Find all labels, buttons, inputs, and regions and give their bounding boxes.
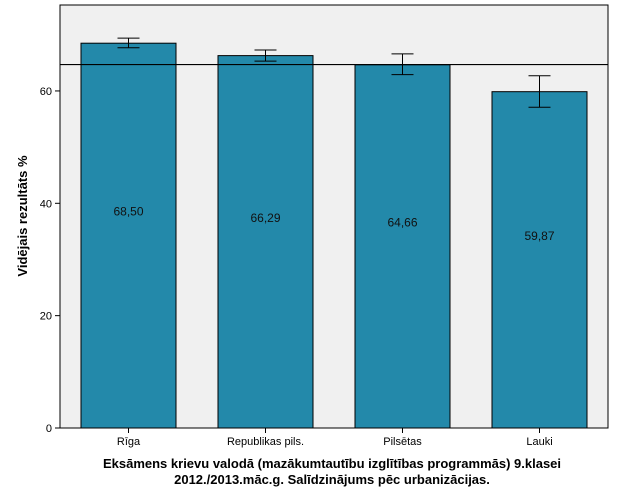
x-axis: Rīga Republikas pils. Pilsētas Lauki <box>117 428 553 448</box>
data-label-0: 68,50 <box>113 205 143 219</box>
y-tick-label-1: 20 <box>40 311 52 323</box>
y-tick-label-2: 40 <box>40 198 52 210</box>
data-labels-group: 68,50 66,29 64,66 59,87 <box>113 205 554 243</box>
y-axis: 0 20 40 60 <box>40 86 60 435</box>
bar-2 <box>354 64 451 429</box>
y-tick-label-0: 0 <box>46 423 52 435</box>
x-tick-label-0: Rīga <box>117 436 141 448</box>
bar-1 <box>217 55 314 429</box>
chart-title-line-1: Eksāmens krievu valodā (mazākumtautību i… <box>103 456 561 471</box>
x-tick-label-1: Republikas pils. <box>227 436 304 448</box>
bar-3 <box>491 91 588 429</box>
data-label-1: 66,29 <box>250 211 280 225</box>
y-tick-label-3: 60 <box>40 86 52 98</box>
error-bars-group <box>117 37 551 108</box>
x-tick-label-2: Pilsētas <box>383 436 422 448</box>
bar-0 <box>80 42 177 429</box>
x-tick-label-3: Lauki <box>526 436 552 448</box>
data-label-3: 59,87 <box>524 229 554 243</box>
data-label-2: 64,66 <box>387 215 417 229</box>
y-axis-label: Vidējais rezultāts % <box>15 155 30 277</box>
chart-title-line-2: 2012./2013.māc.g. Salīdzinājums pēc urba… <box>174 472 490 487</box>
